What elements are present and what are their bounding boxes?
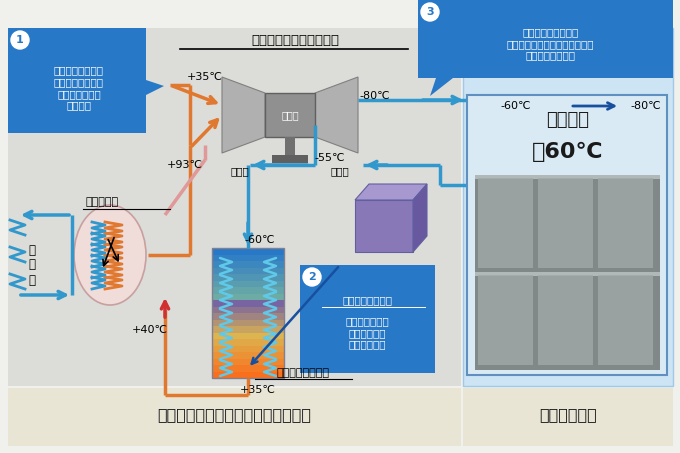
Bar — [212, 358, 284, 366]
Bar — [475, 175, 660, 179]
Bar — [8, 388, 461, 446]
Bar — [478, 178, 533, 268]
Bar — [355, 200, 413, 252]
Bar — [212, 326, 284, 333]
Circle shape — [303, 268, 321, 286]
Bar — [212, 248, 284, 255]
Text: 一次冷却器: 一次冷却器 — [85, 197, 118, 207]
Bar — [212, 307, 284, 314]
Bar — [212, 333, 284, 340]
Text: 冷熱回収熱交換器: 冷熱回収熱交換器 — [277, 368, 330, 378]
Polygon shape — [413, 184, 427, 252]
Bar — [212, 300, 284, 308]
Bar — [212, 371, 284, 379]
Polygon shape — [222, 77, 265, 153]
Polygon shape — [355, 184, 427, 200]
Text: 庫内温度: 庫内温度 — [547, 111, 590, 129]
Circle shape — [421, 3, 439, 21]
Polygon shape — [430, 78, 453, 96]
Bar — [212, 313, 284, 321]
Bar — [212, 255, 284, 262]
Bar — [463, 388, 673, 446]
Text: -55℃: -55℃ — [315, 153, 345, 163]
Bar — [467, 95, 667, 375]
Bar — [285, 137, 295, 155]
Text: 膨張機: 膨張機 — [330, 166, 350, 176]
Bar — [475, 175, 660, 370]
Bar — [265, 93, 315, 137]
Bar — [212, 339, 284, 347]
Bar — [598, 275, 653, 365]
Bar — [212, 248, 284, 378]
Bar — [212, 319, 284, 327]
Bar — [212, 280, 284, 288]
Text: +93℃: +93℃ — [167, 160, 203, 170]
Text: 冷
却
水: 冷 却 水 — [29, 244, 35, 286]
Text: ターボ型圧縮機・膨張機: ターボ型圧縮機・膨張機 — [251, 34, 339, 47]
Bar — [538, 275, 593, 365]
Bar — [478, 275, 533, 365]
Bar — [272, 155, 308, 163]
Text: 2: 2 — [308, 272, 316, 282]
Text: 系内低温部の水分、
霜を定期的に自動デフロスト、
乾燥機能（特許）: 系内低温部の水分、 霜を定期的に自動デフロスト、 乾燥機能（特許） — [507, 27, 594, 61]
Bar — [212, 287, 284, 294]
Text: +35℃: +35℃ — [240, 385, 276, 395]
Ellipse shape — [74, 205, 146, 305]
Text: フロストトラップ: フロストトラップ — [343, 295, 392, 305]
Bar — [212, 346, 284, 353]
Text: -60℃: -60℃ — [245, 235, 275, 245]
Bar — [212, 352, 284, 360]
Circle shape — [11, 31, 29, 49]
Text: モータ: モータ — [282, 110, 299, 120]
Bar — [538, 178, 593, 268]
Bar — [212, 261, 284, 269]
Text: 空気冷凍システム『パスカルエア』: 空気冷凍システム『パスカルエア』 — [157, 408, 311, 423]
Bar — [212, 274, 284, 281]
Bar — [463, 28, 673, 386]
Bar — [212, 294, 284, 301]
Text: -60℃: -60℃ — [500, 101, 530, 111]
Polygon shape — [315, 77, 358, 153]
Bar — [418, 0, 673, 78]
Text: -80℃: -80℃ — [630, 101, 661, 111]
Bar — [598, 178, 653, 268]
Bar — [8, 28, 146, 133]
Bar — [212, 268, 284, 275]
Text: +40℃: +40℃ — [132, 325, 168, 335]
Bar — [212, 365, 284, 372]
Text: 冷蔵庫内からの
霜を除去する
（ノウハウ）: 冷蔵庫内からの 霜を除去する （ノウハウ） — [345, 316, 390, 350]
Text: －60℃: －60℃ — [532, 142, 604, 162]
Text: +35℃: +35℃ — [187, 72, 223, 82]
Text: 1: 1 — [16, 35, 24, 45]
Text: 圧縮機: 圧縮機 — [231, 166, 250, 176]
Polygon shape — [146, 80, 164, 95]
Bar — [8, 28, 461, 386]
Text: 膨張機で発生する
動力を圧縮機動力
として使用し、
高効率化: 膨張機で発生する 動力を圧縮機動力 として使用し、 高効率化 — [54, 66, 104, 111]
Text: -80℃: -80℃ — [360, 91, 390, 101]
Bar — [300, 265, 435, 373]
Bar — [475, 272, 660, 276]
Text: 超低温冷蔵庫: 超低温冷蔵庫 — [539, 408, 597, 423]
Text: 3: 3 — [426, 7, 434, 17]
